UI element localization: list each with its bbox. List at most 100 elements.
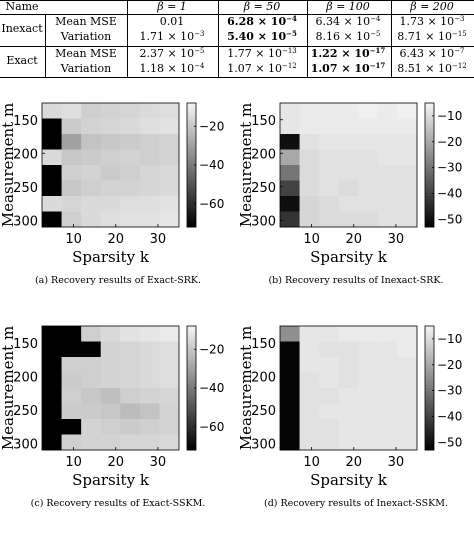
heatmap-cell xyxy=(120,103,141,119)
heatmap-cell xyxy=(319,211,340,228)
colorbar-segment xyxy=(425,443,434,448)
heatmap-cell xyxy=(319,134,340,150)
colorbar-tick-label: −40 xyxy=(199,381,224,395)
colorbar-segment xyxy=(187,326,196,330)
colorbar-segment xyxy=(425,189,434,194)
figure-caption: (c) Recovery results of Exact-SSKM. xyxy=(30,498,206,509)
heatmap-cell xyxy=(319,419,340,435)
colorbar-segment xyxy=(425,115,434,119)
heatmap-cell xyxy=(81,434,102,451)
table-value-cell: 2.37 × 10−5 xyxy=(139,47,205,60)
table-group-label: Inexact xyxy=(1,22,43,35)
colorbar-segment xyxy=(187,384,196,389)
heatmap-cell xyxy=(280,118,300,135)
heatmap-cell xyxy=(319,434,340,451)
heatmap-cell xyxy=(358,118,379,135)
heatmap-cell xyxy=(159,388,180,404)
colorbar-segment xyxy=(187,112,196,116)
heatmap-cell xyxy=(61,357,82,373)
colorbar-segment xyxy=(187,180,196,185)
y-tick-label: 250 xyxy=(251,181,276,196)
heatmap-cell xyxy=(299,372,320,389)
heatmap-cell xyxy=(280,149,300,166)
heatmap-cell xyxy=(159,434,180,451)
heatmap-cell xyxy=(319,103,340,119)
heatmap-cell xyxy=(100,196,121,212)
heatmap-cell xyxy=(61,211,82,228)
colorbar-segment xyxy=(187,335,196,339)
y-tick-label: 200 xyxy=(251,147,276,162)
x-axis-label: Sparsity k xyxy=(72,248,149,266)
colorbar-segment xyxy=(187,443,196,448)
colorbar-segment xyxy=(187,434,196,439)
colorbar-segment xyxy=(425,180,434,185)
colorbar-segment xyxy=(425,375,434,380)
heatmap-cell xyxy=(100,403,121,420)
heatmap-cell xyxy=(159,103,180,119)
colorbar-segment xyxy=(187,431,196,435)
heatmap-cell xyxy=(299,434,320,451)
colorbar-segment xyxy=(187,446,196,451)
x-axis-label: Sparsity k xyxy=(310,471,387,489)
heatmap-cell xyxy=(377,118,398,135)
colorbar-segment xyxy=(187,155,196,160)
table-header-cell: β = 50 xyxy=(243,0,281,13)
heatmap-cell xyxy=(299,149,320,166)
y-tick-label: 250 xyxy=(13,404,38,419)
heatmap-cell xyxy=(81,165,102,181)
heatmap-cell xyxy=(139,134,160,150)
colorbar-segment xyxy=(187,196,196,200)
colorbar-segment xyxy=(425,357,434,361)
colorbar-segment xyxy=(425,109,434,113)
colorbar-tick-label: −50 xyxy=(437,435,462,449)
heatmap-cell xyxy=(120,403,141,420)
table-divider xyxy=(307,0,308,77)
heatmap-cell xyxy=(280,180,300,197)
colorbar-segment xyxy=(425,431,434,435)
heatmap-cell xyxy=(159,165,180,181)
colorbar-segment xyxy=(425,118,434,123)
heatmap-cell xyxy=(377,434,398,451)
x-axis-label: Sparsity k xyxy=(72,471,149,489)
heatmap-cell xyxy=(338,419,359,435)
heatmap-cell xyxy=(61,372,82,389)
colorbar-segment xyxy=(425,394,434,398)
heatmap-cell xyxy=(81,149,102,166)
colorbar-segment xyxy=(187,208,196,212)
heatmap-cell xyxy=(280,388,300,404)
heatmap-cell xyxy=(81,211,102,228)
heatmap-cell xyxy=(61,388,82,404)
colorbar-segment xyxy=(425,422,434,426)
heatmap-cell xyxy=(120,196,141,212)
heatmap-cell xyxy=(299,326,320,342)
y-axis-label: Measurement m xyxy=(237,325,255,451)
colorbar-segment xyxy=(187,329,196,333)
heatmap-cell xyxy=(338,196,359,212)
heatmap-cell xyxy=(280,372,300,389)
colorbar-segment xyxy=(187,158,196,163)
heatmap-cell xyxy=(358,211,379,228)
heatmap-cell xyxy=(100,419,121,435)
heatmap-cell xyxy=(319,180,340,197)
table-value-cell: 1.71 × 10−3 xyxy=(139,30,205,43)
colorbar-segment xyxy=(425,363,434,367)
table-header-cell: Name xyxy=(5,0,39,13)
y-tick-label: 150 xyxy=(251,114,276,129)
heatmap-cell xyxy=(81,357,102,373)
heatmap-cell xyxy=(280,403,300,420)
heatmap-cell xyxy=(120,388,141,404)
colorbar-segment xyxy=(425,208,434,212)
heatmap-cell xyxy=(319,341,340,358)
heatmap-cell xyxy=(100,211,121,228)
colorbar-tick-label: −40 xyxy=(199,158,224,172)
table-value-cell: 1.07 × 10−17 xyxy=(310,61,386,75)
table-header-cell: β = 100 xyxy=(326,0,370,13)
heatmap-cell xyxy=(120,134,141,150)
heatmap-cell xyxy=(358,149,379,166)
heatmap-cell xyxy=(139,357,160,373)
heatmap-cell xyxy=(120,165,141,181)
heatmap-cell xyxy=(139,103,160,119)
heatmap-cell xyxy=(377,103,398,119)
colorbar-tick-label: −40 xyxy=(437,409,462,423)
heatmap-cell xyxy=(81,134,102,150)
